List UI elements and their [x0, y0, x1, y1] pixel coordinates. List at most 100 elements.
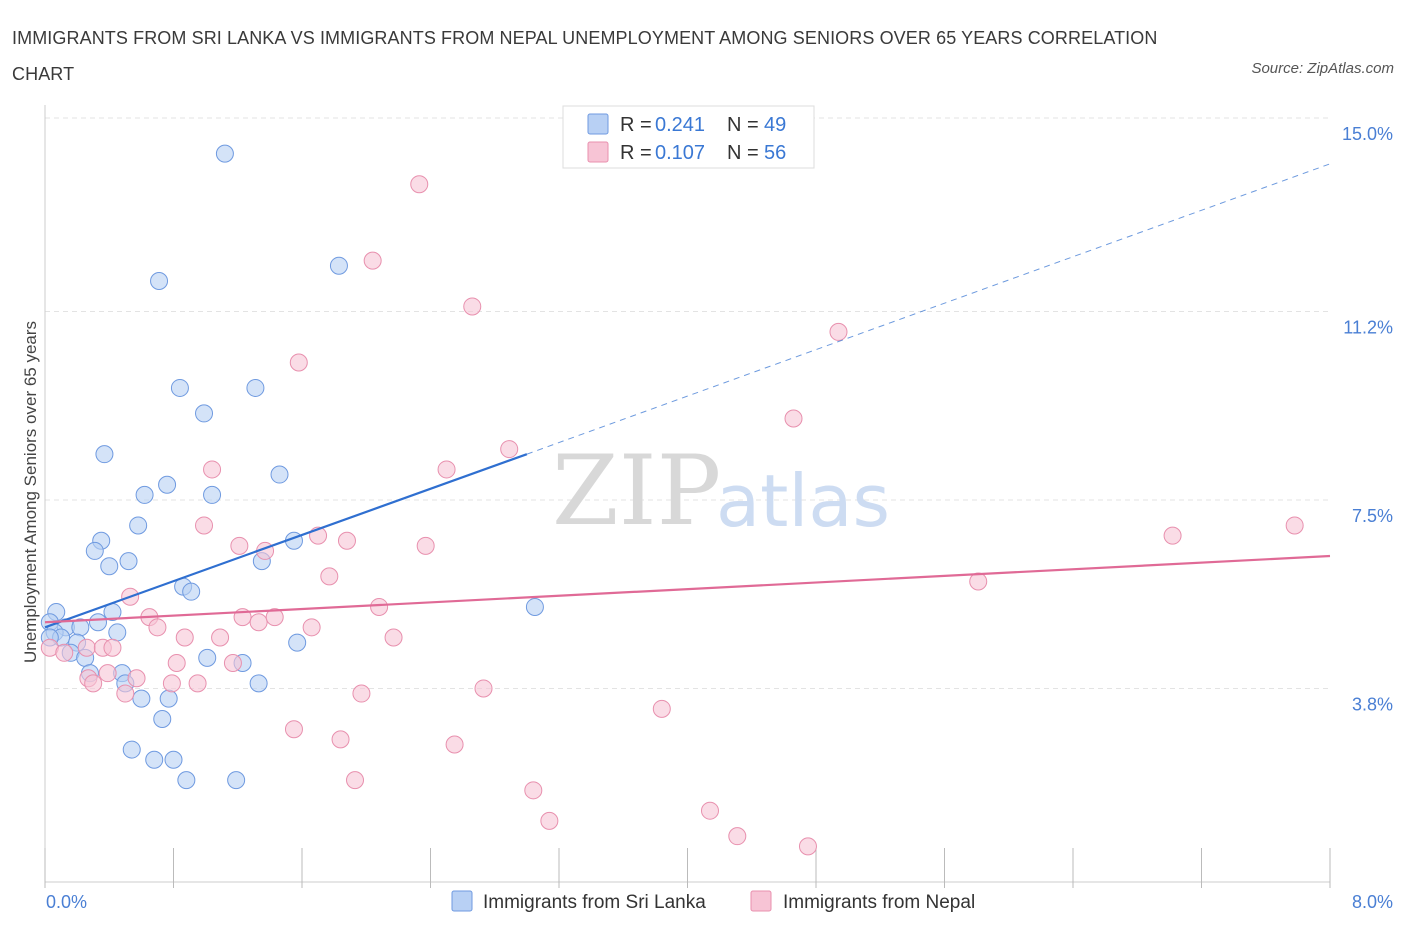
point-s1-52 [540, 811, 559, 830]
watermark-atlas: atlas [716, 459, 890, 543]
point-s1-53 [700, 801, 719, 820]
point-s1-45 [474, 679, 493, 698]
series-legend-swatch-nepal [750, 890, 772, 912]
y-tick-label-1: 7.5% [1352, 506, 1393, 526]
point-s0-19 [182, 582, 201, 601]
point-s0-36 [198, 648, 217, 667]
legend-n-value-2: 56 [764, 142, 786, 164]
point-s0-9 [135, 485, 154, 504]
point-s0-43 [153, 710, 172, 729]
point-s1-35 [167, 653, 186, 672]
source-label: Source: ZipAtlas.com [1251, 60, 1394, 77]
point-s1-42 [188, 674, 207, 693]
point-s0-15 [119, 552, 138, 571]
point-s1-26 [302, 618, 321, 637]
point-s1-8 [437, 460, 456, 479]
series-legend-nepal: Immigrants from Nepal [783, 892, 975, 913]
point-s1-49 [445, 735, 464, 754]
x-tick-labels: 0.0% 8.0% [46, 892, 1393, 912]
point-s1-3 [829, 322, 848, 341]
y-axis-label: Unemployment Among Seniors over 65 years [21, 321, 40, 663]
point-s1-39 [98, 664, 117, 683]
legend-r-label-2: R = [620, 142, 652, 164]
x-tick-label-0: 0.0% [46, 892, 87, 912]
point-s1-25 [148, 618, 167, 637]
point-s0-24 [89, 613, 108, 632]
point-s1-34 [103, 638, 122, 657]
trend-extension-s0 [526, 163, 1331, 455]
point-s1-41 [162, 674, 181, 693]
point-s0-3 [170, 378, 189, 397]
point-s1-51 [524, 781, 543, 800]
point-s1-48 [331, 730, 350, 749]
point-s0-4 [246, 378, 265, 397]
point-s0-13 [85, 541, 104, 560]
point-s1-40 [84, 674, 103, 693]
point-s0-46 [164, 750, 183, 769]
y-tick-label-3: 15.0% [1342, 124, 1393, 144]
point-s1-50 [346, 771, 365, 790]
point-s0-42 [159, 689, 178, 708]
point-s0-41 [132, 689, 151, 708]
point-s1-15 [1163, 526, 1182, 545]
point-s1-7 [203, 460, 222, 479]
point-s1-13 [337, 531, 356, 550]
point-s1-1 [363, 251, 382, 270]
point-s0-47 [177, 771, 196, 790]
point-s1-54 [728, 827, 747, 846]
point-s1-47 [284, 720, 303, 739]
point-s1-5 [784, 409, 803, 428]
legend-n-label-2: N = [727, 142, 759, 164]
axes [44, 105, 1331, 888]
point-s0-29 [108, 623, 127, 642]
point-s0-8 [158, 475, 177, 494]
point-s1-43 [116, 684, 135, 703]
point-s1-38 [127, 669, 146, 688]
point-s1-31 [55, 643, 74, 662]
point-s0-2 [150, 271, 169, 290]
trend-line-s1 [44, 554, 1331, 624]
point-s1-4 [289, 353, 308, 372]
point-s1-28 [211, 628, 230, 647]
series-legend-sri-lanka: Immigrants from Sri Lanka [483, 892, 706, 913]
point-s0-33 [288, 633, 307, 652]
point-s1-0 [410, 175, 429, 194]
point-s0-38 [249, 674, 268, 693]
gridlines [45, 117, 1330, 689]
point-s1-6 [500, 440, 519, 459]
point-s1-17 [320, 567, 339, 586]
point-s0-0 [215, 144, 234, 163]
point-s0-11 [129, 516, 148, 535]
point-s1-16 [1285, 516, 1304, 535]
y-tick-labels: 3.8% 7.5% 11.2% 15.0% [1342, 124, 1393, 714]
legend-n-value-1: 49 [764, 114, 786, 136]
point-s1-23 [265, 608, 284, 627]
watermark-zip: ZIP [552, 435, 721, 547]
correlation-legend: R = 0.241 N = 49 R = 0.107 N = 56 [562, 105, 815, 169]
y-tick-label-2: 11.2% [1343, 318, 1393, 338]
series-legend-swatch-sri-lanka [451, 890, 473, 912]
point-s0-7 [270, 465, 289, 484]
point-s1-44 [352, 684, 371, 703]
legend-swatch-nepal [587, 141, 609, 163]
point-s0-45 [145, 750, 164, 769]
x-tick-label-1: 8.0% [1352, 892, 1393, 912]
point-s1-10 [230, 536, 249, 555]
point-s1-27 [175, 628, 194, 647]
legend-swatch-sri-lanka [587, 113, 609, 135]
point-s0-5 [195, 404, 214, 423]
point-s1-29 [384, 628, 403, 647]
legend-n-label-1: N = [727, 114, 759, 136]
point-s1-2 [463, 297, 482, 316]
point-s1-32 [77, 638, 96, 657]
point-s0-16 [100, 557, 119, 576]
point-s0-6 [95, 445, 114, 464]
point-s1-36 [223, 653, 242, 672]
point-s0-44 [122, 740, 141, 759]
legend-r-value-2: 0.107 [655, 142, 705, 164]
legend-r-label-1: R = [620, 114, 652, 136]
data-points [40, 144, 1304, 856]
point-s0-40 [525, 597, 544, 616]
trend-line-s0 [44, 453, 528, 629]
